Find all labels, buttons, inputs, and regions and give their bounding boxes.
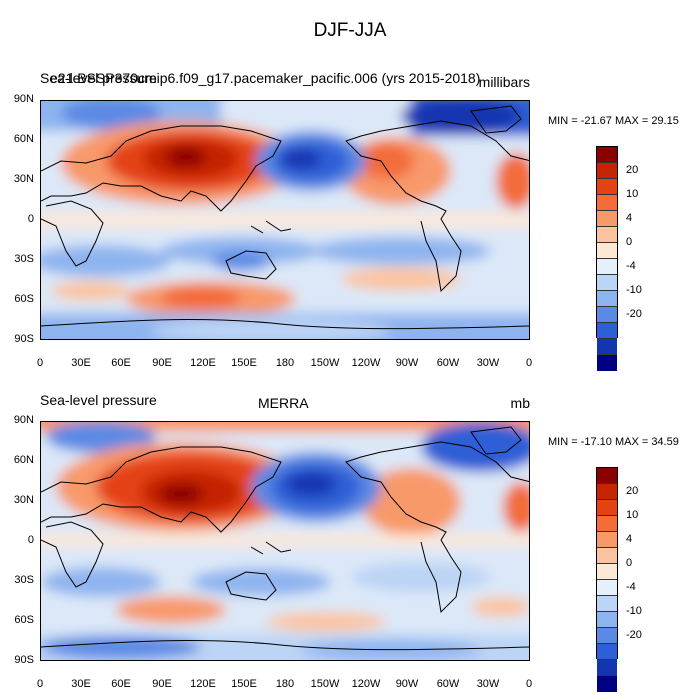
panel-merra-xlabel: 30E	[71, 678, 91, 690]
panel-model-xlabel: 150E	[231, 357, 257, 369]
panel-model-colorbar-label: -4	[626, 260, 636, 272]
colorbar-box	[597, 628, 617, 644]
colorbar-box	[597, 468, 617, 484]
panel-model-colorbar-label: -10	[626, 284, 642, 296]
panel-merra-left-label: Sea-level pressure	[40, 392, 157, 408]
panel-merra-ylabel: 90S	[14, 654, 34, 666]
colorbar-box	[597, 195, 617, 211]
panel-merra-ylabel: 30S	[14, 574, 34, 586]
colorbar-box	[597, 676, 617, 692]
panel-merra-xlabel: 120W	[351, 678, 381, 690]
panel-model-map	[40, 100, 530, 340]
panel-model-xlabel: 60W	[436, 357, 460, 369]
colorbar-box	[597, 612, 617, 628]
colorbar-box	[597, 580, 617, 596]
figure-title: DJF-JJA	[313, 20, 387, 41]
panel-merra-colorbar-label: -20	[626, 629, 642, 641]
colorbar-box	[597, 291, 617, 307]
panel-model-colorbar-label: -20	[626, 308, 642, 320]
panel-model-xlabel: 30E	[71, 357, 91, 369]
panel-merra-coastlines	[41, 426, 529, 651]
colorbar-box	[597, 484, 617, 500]
panel-model-ylabel: 0	[27, 213, 34, 225]
panel-merra-ylabel: 0	[27, 534, 34, 546]
panel-merra-colorbar	[596, 467, 618, 692]
panel-merra-colorbar-label: 0	[626, 557, 633, 569]
panel-merra-colorbar-label: -4	[626, 581, 636, 593]
panel-merra-center-label: MERRA	[258, 395, 309, 411]
colorbar-box	[597, 211, 617, 227]
panel-model-map-svg	[41, 101, 529, 339]
panel-model-xlabel: 90W	[395, 357, 419, 369]
panel-merra-xlabel: 0	[525, 678, 533, 690]
panel-model-xlabel: 150W	[310, 357, 340, 369]
panel-merra-ylabel: 90N	[13, 414, 34, 426]
panel-model-xlabel: 0	[36, 357, 44, 369]
panel-model-ylabel: 90S	[14, 333, 34, 345]
panel-model-ylabel: 90N	[13, 93, 34, 105]
panel-merra-map-svg	[41, 422, 529, 660]
colorbar-box	[597, 227, 617, 243]
panel-merra-ylabel: 60N	[13, 454, 34, 466]
colorbar-box	[597, 243, 617, 259]
colorbar-box	[597, 548, 617, 564]
panel-merra-minmax: MIN = -17.10 MAX = 34.59	[548, 436, 679, 448]
panel-model-center-label: e21.BSSP370cmip6.f09_g17.pacemaker_pacif…	[50, 70, 481, 86]
panel-model-colorbar-label: 0	[626, 236, 633, 248]
colorbar-box	[597, 147, 617, 163]
panel-model-ylabel: 30S	[14, 253, 34, 265]
colorbar-box	[597, 564, 617, 580]
panel-model-colorbar-label: 10	[626, 188, 639, 200]
panel-merra-ylabel: 60S	[14, 614, 34, 626]
panel-model-ylabel: 30N	[13, 173, 34, 185]
panel-merra-xlabel: 120E	[190, 678, 216, 690]
panel-model-xlabel: 90E	[152, 357, 172, 369]
colorbar-box	[597, 644, 617, 660]
panel-merra-xlabel: 0	[36, 678, 44, 690]
colorbar-box	[597, 355, 617, 371]
colorbar-box	[597, 259, 617, 275]
panel-merra-xlabel: 150E	[231, 678, 257, 690]
colorbar-box	[597, 323, 617, 339]
panel-merra-xlabel: 90W	[395, 678, 419, 690]
panel-model-xlabel: 30W	[476, 357, 500, 369]
panel-merra-xlabel: 150W	[310, 678, 340, 690]
panel-merra-colorbar-label: 4	[626, 533, 633, 545]
colorbar-box	[597, 532, 617, 548]
panel-merra-xlabel: 30W	[476, 678, 500, 690]
panel-model-ylabel: 60N	[13, 133, 34, 145]
panel-model-left-label: Sea-level pressure	[40, 70, 157, 86]
panel-model-colorbar	[596, 146, 618, 371]
panel-merra-map	[40, 421, 530, 661]
colorbar-box	[597, 516, 617, 532]
panel-model-ylabel: 60S	[14, 293, 34, 305]
panel-merra-colorbar-label: 20	[626, 485, 639, 497]
panel-merra-xlabel: 60E	[111, 678, 131, 690]
panel-merra-xlabel: 90E	[152, 678, 172, 690]
colorbar-box	[597, 163, 617, 179]
panel-model-xlabel: 180	[275, 357, 295, 369]
panel-model-xlabel: 120W	[351, 357, 381, 369]
panel-model-xlabel: 0	[525, 357, 533, 369]
panel-model-colorbar-label: 20	[626, 164, 639, 176]
colorbar-box	[597, 500, 617, 516]
panel-merra-xlabel: 60W	[436, 678, 460, 690]
panel-merra-colorbar-label: -10	[626, 605, 642, 617]
panel-merra-ylabel: 30N	[13, 494, 34, 506]
panel-merra-units: mb	[510, 395, 530, 411]
panel-merra-colorbar-label: 10	[626, 509, 639, 521]
panel-model-minmax: MIN = -21.67 MAX = 29.15	[548, 115, 679, 127]
panel-model-colorbar-label: 4	[626, 212, 633, 224]
colorbar-box	[597, 275, 617, 291]
colorbar-box	[597, 339, 617, 355]
panel-model-xlabel: 120E	[190, 357, 216, 369]
panel-model-units: millibars	[478, 74, 530, 90]
panel-model-coastlines	[41, 105, 529, 330]
colorbar-box	[597, 307, 617, 323]
panel-model-xlabel: 60E	[111, 357, 131, 369]
colorbar-box	[597, 596, 617, 612]
colorbar-box	[597, 179, 617, 195]
colorbar-box	[597, 660, 617, 676]
panel-merra-xlabel: 180	[275, 678, 295, 690]
